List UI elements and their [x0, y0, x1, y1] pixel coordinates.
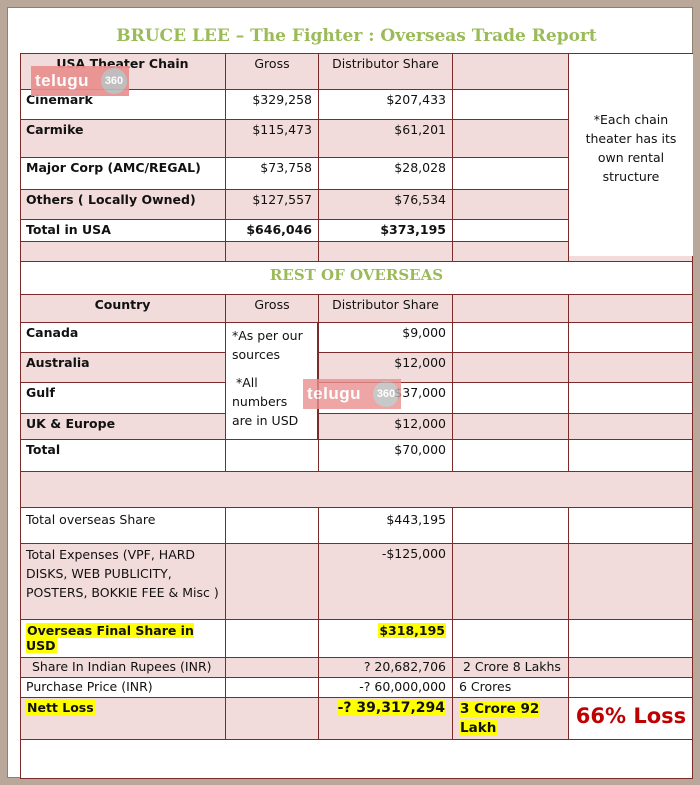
summary-inr-row: Share In Indian Rupees (INR) ? 20,682,70…: [20, 657, 693, 677]
purchase-value: -? 60,000,000: [318, 678, 452, 697]
expenses-value: -$125,000: [318, 544, 452, 619]
usa-row-name: Major Corp (AMC/REGAL): [26, 160, 201, 175]
table-row: UK & Europe $12,000: [20, 413, 693, 439]
logo-text: telugu: [35, 71, 89, 90]
purchase-words: 6 Crores: [452, 678, 568, 697]
rest-total-row: Total $70,000: [20, 439, 693, 471]
rest-row-share: $12,000: [318, 353, 452, 382]
rest-header-country: Country: [94, 297, 151, 312]
spacer-row: [20, 471, 693, 507]
usa-row-name: Carmike: [26, 122, 84, 137]
summary-final-row: Overseas Final Share in USD $318,195: [20, 619, 693, 657]
rest-row-name: Gulf: [26, 385, 55, 400]
summary-overseas-row: Total overseas Share $443,195: [20, 507, 693, 543]
table-row: Australia $12,000: [20, 352, 693, 382]
rest-row-name: UK & Europe: [26, 416, 116, 431]
usa-header-gross: Gross: [225, 54, 318, 89]
rest-note-sources: *As per our sources: [232, 328, 303, 362]
usa-note-cell: *Each chain theater has its own rental s…: [568, 54, 693, 256]
usa-note: *Each chain theater has its own rental s…: [585, 112, 677, 184]
usa-row-gross: $73,758: [225, 158, 318, 189]
loss-words: 3 Crore 92 Lakh: [459, 701, 541, 736]
rest-row-share: $12,000: [318, 414, 452, 439]
logo-text: telugu: [307, 384, 361, 403]
table-row: Canada $9,000: [20, 322, 693, 352]
inr-value: ? 20,682,706: [318, 658, 452, 677]
loss-label: Nett Loss: [26, 700, 95, 715]
rest-note-usd: *All numbers are in USD: [232, 375, 299, 428]
loss-value: -? 39,317,294: [336, 700, 446, 716]
inr-words: 2 Crore 8 Lakhs: [452, 658, 568, 677]
usa-row-share: $28,028: [318, 158, 452, 189]
usa-row-share: $61,201: [318, 120, 452, 157]
rest-header-row: Country Gross Distributor Share: [20, 294, 693, 322]
report-title: BRUCE LEE – The Fighter : Overseas Trade…: [116, 26, 597, 46]
usa-total-name: Total in USA: [26, 222, 111, 237]
rest-title: REST OF OVERSEAS: [269, 266, 444, 284]
usa-row-name: Others ( Locally Owned): [26, 192, 196, 207]
usa-row-share: $207,433: [318, 90, 452, 119]
rest-header-gross: Gross: [225, 295, 318, 322]
overseas-share-label: Total overseas Share: [26, 512, 156, 527]
loss-percent: 66% Loss: [568, 698, 693, 739]
usa-total-share: $373,195: [318, 220, 452, 241]
usa-row-gross: $115,473: [225, 120, 318, 157]
logo-number: 360: [373, 381, 399, 407]
rest-total-share: $70,000: [318, 440, 452, 471]
rest-notes-cell: *As per our sources *All numbers are in …: [225, 322, 318, 439]
final-share-value: $318,195: [378, 623, 446, 638]
telugu360-logo: telugu 360: [303, 379, 401, 409]
telugu360-logo: telugu 360: [31, 66, 129, 96]
spacer-row: [20, 739, 693, 779]
usa-total-gross: $646,046: [225, 220, 318, 241]
rest-total-name: Total: [26, 442, 61, 457]
logo-number: 360: [101, 68, 127, 94]
usa-header-row: USA Theater Chain Gross Distributor Shar…: [20, 53, 693, 256]
purchase-label: Purchase Price (INR): [26, 679, 153, 694]
rest-row-name: Australia: [26, 355, 90, 370]
usa-total-row: Total in USA $646,046 $373,195: [20, 219, 693, 241]
rest-row-share: $9,000: [318, 323, 452, 352]
usa-header-share: Distributor Share: [318, 54, 452, 89]
rest-row-name: Canada: [26, 325, 79, 340]
usa-row-gross: $127,557: [225, 190, 318, 219]
rest-title-row: REST OF OVERSEAS: [20, 261, 693, 294]
inr-label: Share In Indian Rupees (INR): [32, 659, 212, 674]
rest-header-share: Distributor Share: [318, 295, 452, 322]
summary-expenses-row: Total Expenses (VPF, HARD DISKS, WEB PUB…: [20, 543, 693, 619]
usa-row-gross: $329,258: [225, 90, 318, 119]
summary-purchase-row: Purchase Price (INR) -? 60,000,000 6 Cro…: [20, 677, 693, 697]
expenses-label: Total Expenses (VPF, HARD DISKS, WEB PUB…: [26, 547, 219, 600]
summary-loss-row: Nett Loss -? 39,317,294 3 Crore 92 Lakh …: [20, 697, 693, 739]
overseas-share-value: $443,195: [318, 508, 452, 543]
final-share-label: Overseas Final Share in USD: [26, 623, 194, 653]
usa-row-share: $76,534: [318, 190, 452, 219]
